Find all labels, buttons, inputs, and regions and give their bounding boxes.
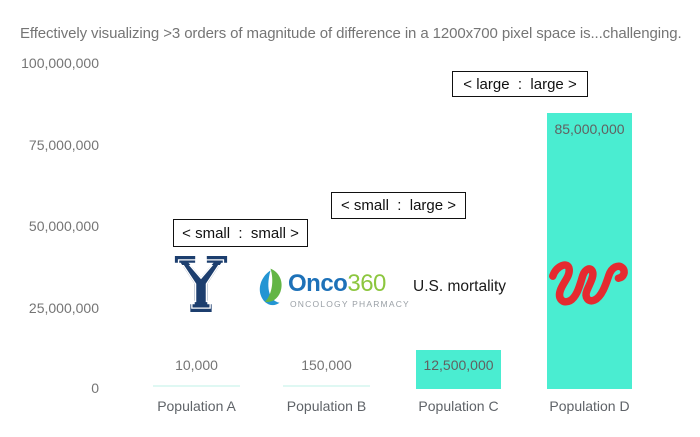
y-axis-tick-100m: 100,000,000: [21, 55, 99, 71]
onco360-wordmark-onco: Onco: [288, 270, 348, 297]
yale-logo: [172, 254, 230, 319]
x-axis-label-population-a: Population A: [157, 398, 236, 414]
bar-population-d: [547, 113, 632, 389]
yale-y-icon: [174, 255, 228, 313]
y-axis-tick-0: 0: [91, 380, 99, 396]
chart-title: Effectively visualizing >3 orders of mag…: [20, 25, 682, 42]
annotation-large-large: < large : large >: [452, 71, 588, 97]
value-label-population-a: 10,000: [175, 357, 218, 373]
us-mortality-label: U.S. mortality: [413, 278, 507, 295]
y-axis-tick-25m: 25,000,000: [28, 300, 99, 316]
onco360-leaf-icon: [257, 266, 284, 314]
annotation-small-large: < small : large >: [331, 192, 466, 219]
onco360-subtitle: ONCOLOGY PHARMACY: [290, 299, 410, 309]
onco360-wordmark: Onco360: [288, 271, 386, 297]
x-axis-label-population-b: Population B: [286, 398, 367, 414]
bar-population-b: [283, 385, 370, 387]
onco360-wordmark-360: 360: [347, 270, 386, 297]
y-axis-tick-75m: 75,000,000: [28, 137, 99, 153]
bar-population-c: [416, 350, 501, 389]
walgreens-logo: [548, 255, 630, 316]
annotation-small-small: < small : small >: [173, 219, 308, 247]
x-axis-label-population-c: Population C: [418, 398, 499, 414]
walgreens-w-icon: [549, 261, 628, 306]
bar-population-a: [153, 385, 240, 387]
x-axis-label-population-d: Population D: [549, 398, 630, 414]
value-label-population-c: 12,500,000: [423, 357, 494, 373]
value-label-population-b: 150,000: [301, 357, 352, 373]
y-axis-tick-50m: 50,000,000: [28, 218, 99, 234]
value-label-population-d: 85,000,000: [554, 121, 625, 137]
